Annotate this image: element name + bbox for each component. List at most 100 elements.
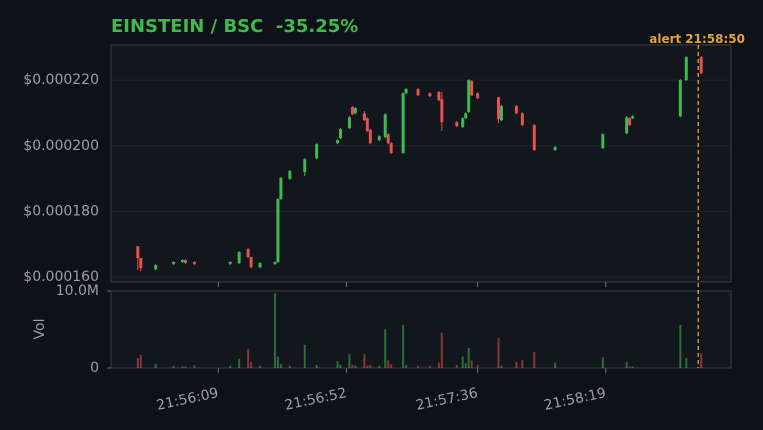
volume-bar bbox=[136, 357, 139, 368]
volume-bar bbox=[279, 364, 282, 368]
volume-bar bbox=[238, 358, 241, 368]
volume-bar bbox=[464, 363, 467, 368]
y-tick-label: $0.000160 bbox=[23, 269, 99, 285]
volume-bar bbox=[369, 364, 372, 368]
volume-bar bbox=[628, 366, 631, 368]
candle-body bbox=[350, 107, 354, 115]
candle-body bbox=[389, 143, 393, 153]
volume-bar bbox=[154, 364, 157, 368]
candle-body bbox=[288, 171, 292, 179]
candle-body bbox=[353, 108, 357, 114]
candle-body bbox=[139, 258, 143, 269]
candle-body bbox=[377, 136, 381, 141]
candle-body bbox=[404, 88, 408, 94]
candle-body bbox=[625, 117, 629, 134]
volume-bar bbox=[455, 364, 458, 368]
candle-body bbox=[416, 88, 420, 96]
candle-body bbox=[258, 262, 262, 268]
volume-bar bbox=[685, 357, 688, 368]
alert-time: 21:58:50 bbox=[685, 32, 745, 46]
volume-bar bbox=[437, 362, 440, 368]
volume-bar bbox=[303, 344, 306, 368]
volume-axis-label: Vol bbox=[32, 319, 48, 340]
candle-body bbox=[192, 261, 196, 264]
candle-body bbox=[237, 252, 241, 263]
candle-body bbox=[601, 134, 605, 149]
volume-bar bbox=[497, 337, 500, 368]
candle-body bbox=[368, 130, 372, 144]
volume-bar bbox=[250, 361, 253, 368]
volume-bar bbox=[631, 366, 634, 368]
candle-body bbox=[440, 99, 444, 123]
candle-body bbox=[249, 257, 253, 268]
volume-bar bbox=[351, 364, 354, 368]
volume-panel bbox=[110, 290, 732, 369]
candle-body bbox=[514, 106, 518, 114]
volume-bar bbox=[387, 360, 390, 368]
candle-body bbox=[315, 144, 319, 159]
volume-bar bbox=[390, 364, 393, 368]
volume-bar bbox=[273, 293, 276, 368]
candle-body bbox=[437, 91, 441, 101]
volume-bar bbox=[363, 354, 366, 368]
volume-bar bbox=[554, 362, 557, 368]
candle-body bbox=[464, 113, 468, 119]
candle-body bbox=[181, 260, 185, 262]
candle-body bbox=[273, 261, 277, 264]
volume-bar bbox=[288, 365, 291, 368]
volume-bar bbox=[193, 364, 196, 368]
candle-body bbox=[184, 260, 188, 263]
volume-bar bbox=[625, 361, 628, 368]
volume-bar bbox=[428, 365, 431, 368]
candle-body bbox=[303, 159, 307, 173]
candle-body bbox=[553, 147, 557, 151]
volume-bar bbox=[259, 365, 262, 368]
volume-bar bbox=[172, 365, 175, 368]
volume-bar bbox=[339, 364, 342, 368]
candle-body bbox=[467, 80, 471, 112]
volume-bar bbox=[247, 348, 250, 368]
candle-body bbox=[470, 81, 474, 96]
candle-body bbox=[279, 177, 283, 199]
candle-body bbox=[428, 93, 432, 97]
candle-body bbox=[276, 198, 280, 262]
chart-title: EINSTEIN / BSC -35.25% bbox=[111, 16, 358, 37]
volume-bar bbox=[679, 324, 682, 368]
candle-body bbox=[532, 125, 536, 151]
candle-body bbox=[678, 80, 682, 117]
volume-tick-label: 0 bbox=[90, 360, 99, 376]
volume-bar bbox=[417, 365, 420, 368]
volume-bar bbox=[440, 332, 443, 368]
y-tick-label: $0.000220 bbox=[23, 72, 99, 88]
volume-bar bbox=[461, 356, 464, 368]
volume-tick-label: 10.0M bbox=[56, 283, 99, 299]
candle-body bbox=[136, 246, 140, 259]
volume-bar bbox=[467, 347, 470, 368]
candle-body bbox=[228, 261, 232, 264]
volume-bar bbox=[476, 364, 479, 368]
volume-bar bbox=[500, 365, 503, 368]
y-tick-label: $0.000200 bbox=[23, 138, 99, 154]
candle-body bbox=[336, 140, 340, 144]
candle-body bbox=[172, 261, 176, 264]
candle-body bbox=[497, 97, 500, 120]
candle-body bbox=[401, 93, 405, 153]
volume-bar bbox=[366, 365, 369, 368]
candle-body bbox=[455, 122, 459, 127]
candle-body bbox=[386, 134, 390, 144]
candle-body bbox=[362, 113, 366, 121]
candle-body bbox=[383, 114, 387, 138]
alert-label-text: alert bbox=[649, 32, 681, 46]
volume-bar bbox=[181, 366, 184, 368]
price-panel bbox=[110, 44, 732, 283]
candle-body bbox=[339, 129, 343, 139]
candle-body bbox=[461, 118, 465, 128]
volume-bar bbox=[470, 360, 473, 368]
candle-body bbox=[154, 264, 158, 270]
volume-bar bbox=[384, 329, 387, 368]
volume-bar bbox=[521, 360, 524, 368]
candle-body bbox=[499, 106, 503, 121]
volume-bar bbox=[336, 361, 339, 368]
volume-bar bbox=[229, 365, 232, 368]
